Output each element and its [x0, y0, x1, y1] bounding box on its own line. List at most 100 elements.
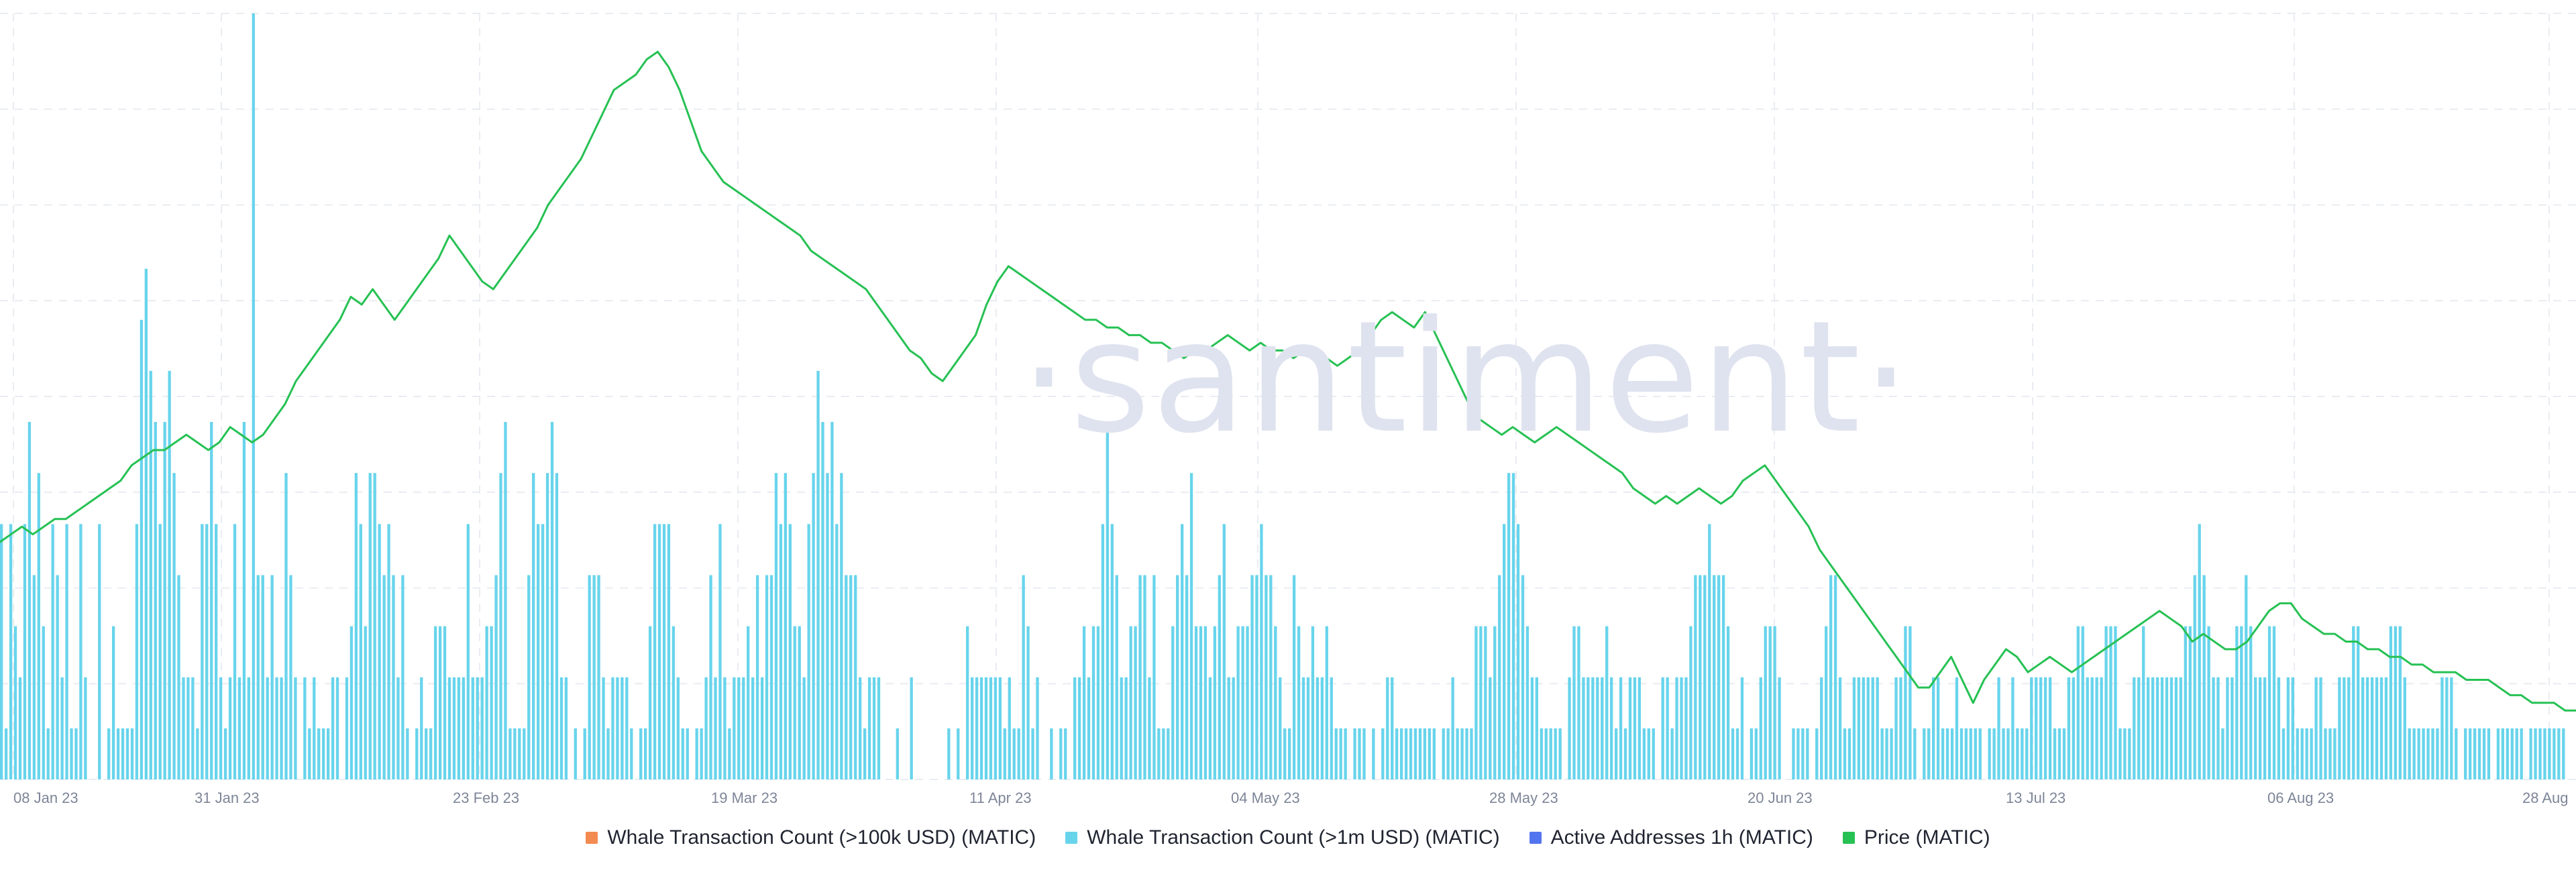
whale-count-bar[interactable] — [2235, 626, 2239, 779]
whale-count-bar[interactable] — [947, 728, 951, 779]
whale-count-bar[interactable] — [1792, 728, 1795, 779]
whale-count-bar[interactable] — [686, 728, 689, 779]
whale-count-bar[interactable] — [2338, 677, 2341, 779]
whale-count-bar[interactable] — [1623, 728, 1627, 779]
whale-count-bar[interactable] — [1474, 626, 1478, 779]
whale-count-bar[interactable] — [835, 524, 839, 779]
whale-count-bar[interactable] — [2548, 728, 2551, 779]
whale-count-bar[interactable] — [1591, 677, 1595, 779]
whale-count-bar[interactable] — [2365, 677, 2369, 779]
whale-count-bar[interactable] — [1525, 626, 1529, 779]
whale-count-bar[interactable] — [1815, 728, 1819, 779]
whale-count-bar[interactable] — [1750, 728, 1754, 779]
whale-count-bar[interactable] — [223, 728, 227, 779]
whale-count-bar[interactable] — [672, 626, 676, 779]
whale-count-bar[interactable] — [1699, 575, 1702, 779]
whale-count-bar[interactable] — [2562, 728, 2565, 779]
whale-count-bar[interactable] — [420, 677, 423, 779]
whale-count-bar[interactable] — [1932, 677, 1935, 779]
whale-count-bar[interactable] — [1596, 677, 1599, 779]
whale-count-bar[interactable] — [1255, 575, 1258, 779]
whale-count-bar[interactable] — [1232, 677, 1235, 779]
whale-count-bar[interactable] — [2319, 677, 2322, 779]
whale-count-bar[interactable] — [1279, 677, 1282, 779]
whale-count-bar[interactable] — [1208, 677, 1212, 779]
whale-count-bar[interactable] — [1189, 473, 1193, 779]
whale-count-bar[interactable] — [1642, 728, 1646, 779]
whale-count-bar[interactable] — [1358, 728, 1361, 779]
whale-count-bar[interactable] — [2086, 677, 2089, 779]
whale-count-bar[interactable] — [2482, 728, 2486, 779]
whale-count-bar[interactable] — [2184, 626, 2187, 779]
whale-count-bar[interactable] — [2109, 626, 2112, 779]
whale-count-bar[interactable] — [616, 677, 619, 779]
whale-count-bar[interactable] — [1876, 677, 1879, 779]
whale-count-bar[interactable] — [559, 677, 564, 779]
whale-count-bar[interactable] — [2450, 677, 2453, 779]
whale-count-bar[interactable] — [1330, 677, 1333, 779]
whale-count-bar[interactable] — [2375, 677, 2379, 779]
whale-count-bar[interactable] — [2426, 728, 2430, 779]
whale-count-bar[interactable] — [471, 677, 474, 779]
whale-count-bar[interactable] — [1601, 677, 1604, 779]
whale-count-bar[interactable] — [1899, 677, 1902, 779]
whale-count-bar[interactable] — [1549, 728, 1552, 779]
whale-count-bar[interactable] — [163, 422, 166, 779]
whale-count-bar[interactable] — [979, 677, 983, 779]
whale-count-bar[interactable] — [2515, 728, 2518, 779]
whale-count-bar[interactable] — [2137, 677, 2141, 779]
whale-count-bar[interactable] — [2002, 728, 2005, 779]
whale-count-bar[interactable] — [830, 422, 834, 779]
whale-count-bar[interactable] — [1717, 575, 1721, 779]
whale-count-bar[interactable] — [2464, 728, 2467, 779]
whale-count-bar[interactable] — [779, 524, 783, 779]
whale-count-bar[interactable] — [2300, 728, 2304, 779]
whale-count-bar[interactable] — [854, 575, 857, 779]
whale-count-bar[interactable] — [373, 473, 376, 779]
whale-count-bar[interactable] — [172, 473, 176, 779]
whale-count-bar[interactable] — [1115, 575, 1118, 779]
whale-count-bar[interactable] — [812, 473, 815, 779]
whale-count-bar[interactable] — [1096, 626, 1100, 779]
whale-count-bar[interactable] — [1997, 677, 2000, 779]
whale-count-bar[interactable] — [2357, 626, 2360, 779]
whale-count-bar[interactable] — [2160, 677, 2164, 779]
whale-count-bar[interactable] — [723, 677, 727, 779]
whale-count-bar[interactable] — [816, 370, 820, 779]
whale-count-bar[interactable] — [667, 524, 671, 779]
whale-count-bar[interactable] — [1334, 728, 1338, 779]
whale-count-bar[interactable] — [2142, 626, 2145, 779]
whale-count-bar[interactable] — [2440, 677, 2444, 779]
whale-count-bar[interactable] — [60, 677, 64, 779]
whale-count-bar[interactable] — [1236, 626, 1240, 779]
whale-count-bar[interactable] — [1301, 677, 1305, 779]
whale-count-bar[interactable] — [1157, 728, 1161, 779]
whale-count-bar[interactable] — [1162, 728, 1165, 779]
whale-count-bar[interactable] — [1451, 677, 1454, 779]
whale-count-bar[interactable] — [494, 575, 498, 779]
whale-count-bar[interactable] — [2025, 728, 2029, 779]
whale-count-bar[interactable] — [121, 728, 125, 779]
whale-count-bar[interactable] — [1740, 677, 1744, 779]
whale-count-bar[interactable] — [1960, 728, 1964, 779]
whale-count-bar[interactable] — [215, 524, 218, 779]
whale-count-bar[interactable] — [1735, 728, 1739, 779]
whale-count-bar[interactable] — [289, 575, 292, 779]
whale-count-bar[interactable] — [1246, 626, 1249, 779]
whale-count-bar[interactable] — [821, 422, 824, 779]
whale-count-bar[interactable] — [1801, 728, 1805, 779]
whale-count-bar[interactable] — [2379, 677, 2383, 779]
whale-count-bar[interactable] — [611, 677, 614, 779]
whale-count-bar[interactable] — [1713, 575, 1716, 779]
whale-count-bar[interactable] — [406, 728, 409, 779]
whale-count-bar[interactable] — [1176, 575, 1179, 779]
whale-count-bar[interactable] — [1413, 728, 1417, 779]
whale-count-bar[interactable] — [2212, 677, 2215, 779]
whale-count-bar[interactable] — [2333, 728, 2337, 779]
whale-count-bar[interactable] — [326, 728, 330, 779]
whale-count-bar[interactable] — [2133, 677, 2136, 779]
whale-count-bar[interactable] — [1372, 728, 1375, 779]
whale-count-bar[interactable] — [1516, 524, 1520, 779]
whale-count-bar[interactable] — [709, 575, 712, 779]
whale-count-bar[interactable] — [2062, 728, 2066, 779]
